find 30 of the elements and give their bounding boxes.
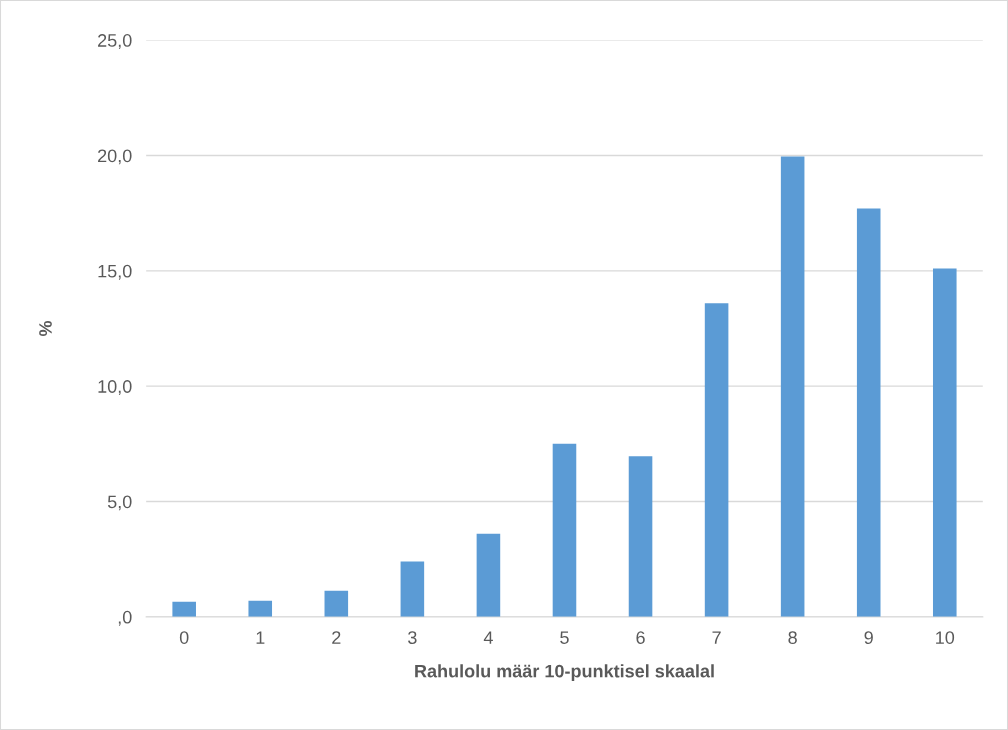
- x-axis-title: Rahulolu määr 10-punktisel skaalal: [415, 664, 714, 682]
- x-tick-label: 4: [483, 631, 493, 644]
- bar: [704, 303, 729, 617]
- y-tick-label: 5,0: [107, 495, 132, 511]
- bar: [324, 590, 349, 617]
- bar: [248, 600, 273, 617]
- x-tick-label: 1: [256, 631, 265, 644]
- bar: [628, 456, 653, 617]
- x-tick-label: 10: [936, 631, 955, 644]
- x-tick-label: 0: [179, 631, 189, 644]
- x-tick-label: 8: [788, 631, 797, 644]
- y-tick-label: 10,0: [98, 380, 132, 396]
- bar: [780, 156, 805, 617]
- x-tick-label: 9: [864, 631, 873, 644]
- x-tick-label: 7: [712, 631, 721, 644]
- x-tick-label: 3: [408, 631, 417, 644]
- y-tick-label: ,0: [118, 610, 132, 626]
- bar: [932, 268, 957, 617]
- y-axis-title: %: [39, 320, 52, 337]
- x-tick-label: 2: [332, 631, 341, 644]
- x-tick-label: 5: [560, 631, 569, 644]
- y-tick-label: 25,0: [98, 34, 132, 49]
- x-tick-label: 6: [636, 631, 645, 644]
- bar: [400, 561, 425, 617]
- bar: [856, 208, 881, 617]
- y-tick-label: 15,0: [98, 264, 132, 280]
- bar: [552, 443, 577, 617]
- bar: [476, 533, 501, 617]
- bar: [172, 601, 196, 617]
- y-tick-label: 20,0: [98, 149, 132, 165]
